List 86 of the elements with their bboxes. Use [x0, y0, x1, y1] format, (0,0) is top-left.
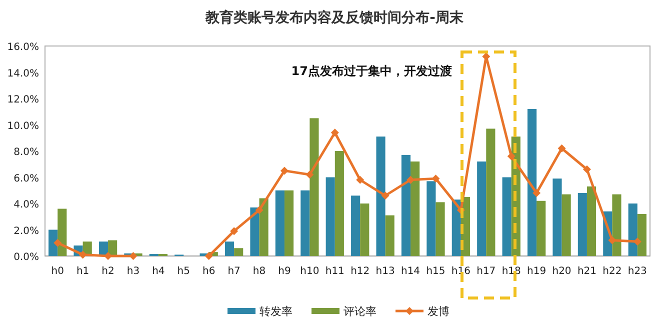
x-tick-label: h2: [102, 266, 114, 277]
point: [330, 128, 339, 137]
point: [230, 227, 238, 236]
x-tick-label: h3: [126, 266, 140, 277]
x-tick-label: h10: [300, 266, 320, 277]
x-tick-label: h4: [152, 266, 165, 277]
x-tick-label: h17: [476, 266, 496, 277]
bar: [578, 193, 587, 256]
bar: [334, 151, 344, 256]
bar: [385, 215, 394, 256]
point: [306, 170, 314, 179]
bar: [275, 190, 284, 256]
y-tick-label: 12.0%: [7, 94, 39, 106]
bar: [426, 181, 436, 256]
bar: [58, 208, 67, 256]
y-tick-label: 0.0%: [14, 252, 39, 263]
bar: [502, 177, 512, 256]
point: [280, 166, 288, 175]
bar: [628, 204, 638, 256]
bar: [562, 194, 571, 256]
legend-label: 转发率: [260, 305, 292, 318]
point: [54, 238, 62, 247]
bar: [401, 154, 411, 256]
point: [129, 252, 138, 260]
bar: [259, 198, 268, 256]
bar: [477, 162, 486, 256]
x-tick-label: h11: [325, 266, 344, 277]
legend-label: 发博: [428, 305, 450, 318]
y-tick-label: 6.0%: [14, 173, 39, 184]
x-tick-label: h9: [278, 266, 291, 277]
annotation: 17点发布过于集中，开发过渡: [291, 64, 452, 78]
bar: [234, 248, 244, 256]
legend-label: 评论率: [344, 305, 376, 318]
y-tick-label: 14.0%: [7, 68, 39, 80]
bar: [586, 186, 596, 256]
x-tick-label: h22: [602, 266, 622, 277]
point: [381, 192, 390, 200]
x-tick-label: h1: [76, 266, 90, 277]
y-tick-label: 16.0%: [7, 42, 39, 53]
chart-title: 教育类账号发布内容及反馈时间分布-周末: [204, 9, 464, 26]
point: [532, 189, 541, 197]
x-tick-label: h20: [552, 266, 572, 277]
bar: [300, 190, 310, 256]
bar: [310, 118, 319, 256]
bar: [360, 204, 370, 256]
point: [507, 152, 516, 160]
bar: [376, 136, 386, 256]
x-tick-label: h0: [51, 266, 64, 277]
point: [558, 144, 566, 152]
bar: [351, 196, 360, 256]
point: [608, 236, 616, 244]
bar: [552, 178, 562, 256]
bar: [326, 177, 335, 256]
point: [255, 206, 264, 214]
bar: [410, 162, 420, 256]
y-tick-label: 10.0%: [7, 120, 39, 132]
y-tick-label: 8.0%: [14, 147, 39, 158]
point: [78, 250, 87, 259]
bar: [486, 128, 496, 256]
x-tick-label: h23: [628, 266, 647, 277]
bar: [224, 242, 234, 256]
bar: [48, 230, 58, 256]
point: [633, 238, 642, 246]
x-tick-label: h7: [228, 266, 240, 277]
point: [432, 174, 440, 183]
y-tick-label: 2.0%: [14, 226, 39, 237]
point: [204, 252, 213, 260]
bar: [527, 109, 537, 256]
x-tick-label: h14: [400, 266, 420, 277]
y-tick-label: 4.0%: [14, 200, 39, 210]
bar: [284, 190, 294, 256]
bar: [436, 202, 445, 256]
bar: [250, 207, 260, 256]
x-tick-label: h12: [350, 266, 370, 277]
x-tick-label: h5: [177, 266, 190, 277]
bar: [536, 200, 546, 256]
bar: [637, 214, 646, 256]
x-tick-label: h21: [577, 266, 597, 277]
point: [356, 176, 364, 184]
x-tick-label: h13: [376, 266, 395, 277]
bar: [612, 194, 622, 256]
x-tick-label: h19: [527, 266, 546, 277]
x-tick-label: h6: [202, 266, 216, 277]
x-tick-label: h15: [426, 266, 446, 277]
point: [582, 165, 591, 174]
x-tick-label: h8: [252, 266, 266, 277]
